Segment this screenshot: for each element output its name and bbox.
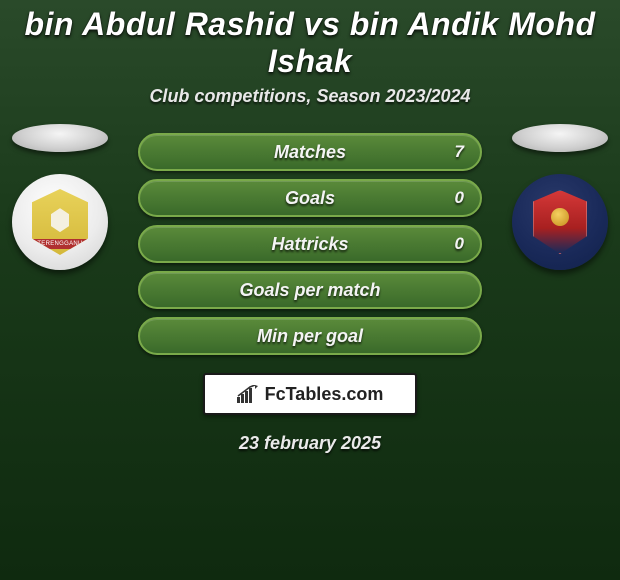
stat-row-goals: Goals 0 <box>138 179 482 217</box>
stat-label: Min per goal <box>257 326 363 347</box>
right-player-column <box>510 124 610 270</box>
bar-chart-icon <box>237 385 259 403</box>
stat-row-min-per-goal: Min per goal <box>138 317 482 355</box>
left-player-avatar <box>12 124 108 152</box>
terengganu-crest-icon: TERENGGANU <box>32 189 88 255</box>
crest-banner: TERENGGANU <box>32 239 88 249</box>
stat-label: Goals per match <box>239 280 380 301</box>
comparison-card: bin Abdul Rashid vs bin Andik Mohd Ishak… <box>0 0 620 580</box>
stat-label: Matches <box>274 142 346 163</box>
left-club-badge: TERENGGANU <box>12 174 108 270</box>
stat-label: Goals <box>285 188 335 209</box>
right-club-badge <box>512 174 608 270</box>
stat-right-value: 0 <box>455 234 464 254</box>
right-player-avatar <box>512 124 608 152</box>
stat-row-matches: Matches 7 <box>138 133 482 171</box>
left-player-column: TERENGGANU <box>10 124 110 270</box>
stat-label: Hattricks <box>271 234 348 255</box>
stat-row-goals-per-match: Goals per match <box>138 271 482 309</box>
stat-row-hattricks: Hattricks 0 <box>138 225 482 263</box>
brand-link[interactable]: FcTables.com <box>203 373 417 415</box>
brand-text: FcTables.com <box>265 384 384 405</box>
date-text: 23 february 2025 <box>0 433 620 454</box>
stats-list: Matches 7 Goals 0 Hattricks 0 Goals per … <box>138 133 482 355</box>
page-title: bin Abdul Rashid vs bin Andik Mohd Ishak <box>0 6 620 80</box>
subtitle: Club competitions, Season 2023/2024 <box>0 86 620 107</box>
stat-right-value: 0 <box>455 188 464 208</box>
pahang-crest-icon <box>533 190 587 254</box>
stat-right-value: 7 <box>455 142 464 162</box>
